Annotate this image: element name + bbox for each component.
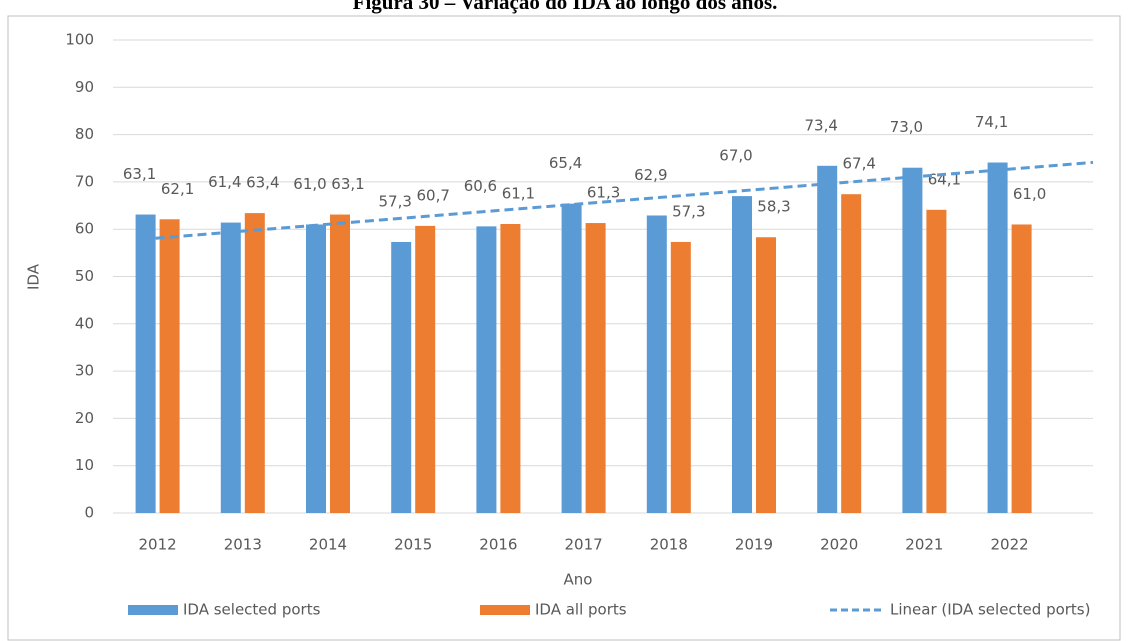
bar (476, 226, 497, 513)
data-label: 67,0 (719, 147, 752, 165)
data-label: 61,4 (208, 173, 241, 191)
y-tick-label: 20 (75, 409, 94, 427)
bar (841, 194, 862, 513)
chart-frame (7, 15, 1121, 641)
data-label: 61,3 (587, 184, 620, 202)
bar (500, 223, 521, 513)
x-tick-label: 2021 (905, 536, 943, 554)
data-label: 58,3 (757, 198, 790, 216)
x-axis-title: Ano (564, 571, 593, 589)
legend-swatch (128, 605, 178, 615)
bar (1011, 224, 1032, 513)
data-label: 60,7 (416, 186, 449, 204)
bar (561, 203, 582, 513)
y-axis-title: IDA (25, 263, 43, 290)
bar (306, 224, 326, 513)
data-label: 61,0 (1013, 185, 1046, 203)
legend-label: IDA selected ports (183, 601, 321, 619)
data-label: 63,4 (246, 174, 279, 192)
data-label: 62,1 (161, 180, 194, 198)
bar (817, 165, 838, 513)
bar (646, 215, 667, 513)
bar (926, 209, 947, 513)
data-label: 61,0 (293, 175, 326, 193)
bar (391, 241, 412, 513)
data-label: 67,4 (842, 155, 875, 173)
x-tick-label: 2019 (735, 536, 773, 554)
bar (159, 219, 180, 513)
y-tick-label: 80 (75, 125, 94, 143)
bar (330, 214, 350, 514)
data-label: 63,1 (123, 165, 156, 183)
bar (244, 213, 265, 514)
bar (670, 241, 691, 513)
bar (902, 167, 923, 513)
y-tick-label: 90 (75, 78, 94, 96)
y-tick-label: 50 (75, 267, 94, 285)
y-tick-label: 0 (84, 504, 94, 522)
bar (987, 162, 1008, 513)
data-label: 62,9 (634, 166, 667, 184)
legend-label: IDA all ports (535, 601, 627, 619)
legend-label: Linear (IDA selected ports) (890, 601, 1090, 619)
data-label: 57,3 (672, 202, 705, 220)
x-tick-label: 2016 (479, 536, 517, 554)
bar (135, 214, 156, 514)
data-label: 60,6 (464, 177, 497, 195)
x-tick-label: 2020 (820, 536, 858, 554)
x-tick-label: 2018 (650, 536, 688, 554)
bar (732, 196, 752, 513)
x-tick-label: 2017 (565, 536, 603, 554)
x-tick-label: 2012 (139, 536, 177, 554)
y-tick-label: 30 (75, 362, 94, 380)
chart-title: Figura 30 – Variação do IDA ao longo dos… (353, 0, 778, 14)
data-label: 63,1 (331, 175, 364, 193)
bar (585, 223, 606, 513)
y-tick-label: 40 (75, 314, 94, 332)
legend-swatch (480, 605, 530, 615)
x-tick-label: 2014 (309, 536, 347, 554)
y-tick-label: 100 (65, 31, 94, 49)
data-label: 57,3 (378, 192, 411, 210)
y-tick-label: 60 (75, 220, 94, 238)
y-tick-label: 10 (75, 456, 94, 474)
data-label: 74,1 (975, 113, 1008, 131)
y-tick-label: 70 (75, 172, 94, 190)
data-label: 73,0 (890, 118, 923, 136)
trendline (155, 160, 1094, 240)
x-tick-label: 2015 (394, 536, 432, 554)
bar (756, 237, 776, 513)
data-label: 65,4 (549, 154, 582, 172)
x-tick-label: 2022 (991, 536, 1029, 554)
bar (415, 225, 436, 513)
bar (220, 222, 241, 513)
data-label: 73,4 (804, 116, 837, 134)
data-label: 61,1 (502, 184, 535, 202)
x-tick-label: 2013 (224, 536, 262, 554)
